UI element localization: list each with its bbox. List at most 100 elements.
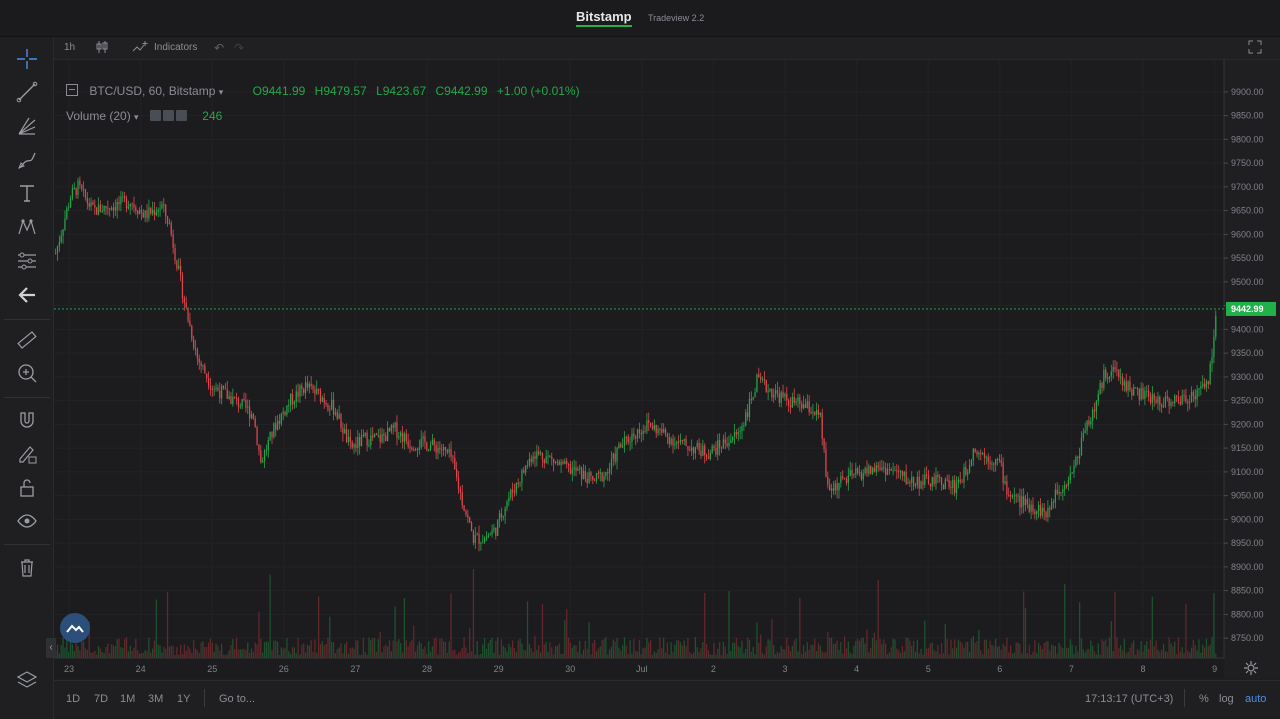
brand-title[interactable]: Bitstamp xyxy=(576,9,632,27)
candle-body xyxy=(1134,387,1137,389)
collapse-handle[interactable]: ‹ xyxy=(46,638,56,658)
pattern-icon[interactable] xyxy=(14,214,40,240)
volume-bar xyxy=(1125,653,1127,658)
volume-bar xyxy=(871,637,874,658)
volume-bar xyxy=(597,648,600,658)
chart-area[interactable]: 9900.00 9850.00 9800.00 9750.00 9700.00 9650.… xyxy=(46,60,1280,678)
candle-body xyxy=(142,212,144,218)
undo-icon[interactable]: ↶ xyxy=(214,41,225,55)
symbol-dropdown-icon[interactable]: ▾ xyxy=(218,87,224,97)
volume-bar xyxy=(1095,654,1098,658)
volume-bar xyxy=(993,646,995,658)
zoom-in-icon[interactable] xyxy=(14,360,40,386)
gann-fan-icon[interactable] xyxy=(14,113,40,139)
candle-body xyxy=(511,489,514,493)
candle-body xyxy=(590,472,592,477)
volume-bar xyxy=(668,654,670,658)
axis-settings-icon[interactable] xyxy=(1243,660,1259,676)
volume-dropdown-icon[interactable]: ▾ xyxy=(134,112,139,122)
volume-bar xyxy=(146,650,148,658)
candle-body xyxy=(1021,496,1023,508)
redo-icon[interactable]: ↷ xyxy=(234,41,245,55)
volume-bar xyxy=(92,652,94,658)
candle-body xyxy=(795,400,797,403)
settings-icon[interactable] xyxy=(162,110,174,121)
volume-bar xyxy=(961,642,963,658)
candle-body xyxy=(1211,357,1213,364)
candle-body xyxy=(1159,396,1161,405)
volume-bar xyxy=(892,638,894,658)
range-button-1y[interactable]: 1Y xyxy=(177,693,191,705)
close-icon[interactable] xyxy=(175,110,187,121)
candle-body xyxy=(360,434,363,447)
brush-icon[interactable] xyxy=(14,147,40,173)
volume-bar xyxy=(109,653,111,658)
candle-type-icon[interactable] xyxy=(95,40,109,57)
volume-bar xyxy=(746,637,749,658)
drawing-toolbar xyxy=(0,37,54,719)
volume-bar xyxy=(745,648,747,658)
candle-body xyxy=(1183,395,1185,397)
goto-button[interactable]: Go to... xyxy=(219,693,256,705)
candle-body xyxy=(802,404,805,409)
fullscreen-icon[interactable] xyxy=(1248,40,1262,57)
volume-bar xyxy=(60,644,62,658)
candle-body xyxy=(972,448,974,461)
layers-icon[interactable] xyxy=(14,667,40,693)
visibility-icon[interactable] xyxy=(149,110,161,121)
back-arrow-icon[interactable] xyxy=(14,282,40,308)
volume-bar xyxy=(1196,650,1198,658)
eye-icon[interactable] xyxy=(14,508,40,534)
legend-collapse-icon[interactable] xyxy=(66,84,78,96)
volume-bar xyxy=(217,645,219,658)
volume-bar xyxy=(1121,650,1124,658)
volume-bar xyxy=(842,653,844,658)
candle-body xyxy=(504,508,506,517)
volume-bar xyxy=(810,644,812,658)
volume-bar xyxy=(881,644,883,658)
range-button-3m[interactable]: 3M xyxy=(148,693,164,705)
volume-bar xyxy=(517,640,519,658)
interval-selector[interactable]: 1h xyxy=(64,42,76,53)
trend-line-icon[interactable] xyxy=(14,79,40,105)
magnet-icon[interactable] xyxy=(14,407,40,433)
candle-body xyxy=(422,436,424,439)
symbol-label[interactable]: BTC/USD, 60, Bitstamp xyxy=(89,84,216,98)
range-button-7d[interactable]: 7D xyxy=(94,693,109,705)
ruler-icon[interactable] xyxy=(14,327,40,353)
crosshair-icon[interactable] xyxy=(14,46,40,72)
candle-body xyxy=(1037,504,1040,512)
volume-bar xyxy=(899,652,902,658)
volume-bar xyxy=(525,650,527,658)
candle-body xyxy=(666,434,669,437)
volume-bar xyxy=(388,640,391,658)
volume-bar xyxy=(1077,651,1079,658)
candle-body xyxy=(1064,485,1066,490)
indicators-icon[interactable] xyxy=(132,40,148,57)
volume-bar xyxy=(68,652,70,658)
candle-body xyxy=(573,467,575,469)
percent-toggle[interactable]: % xyxy=(1199,693,1209,705)
candle-body xyxy=(1185,395,1187,402)
auto-toggle[interactable]: auto xyxy=(1245,693,1267,705)
candle-body xyxy=(353,444,355,448)
text-tool-icon[interactable] xyxy=(14,180,40,206)
price-chart[interactable]: 9900.00 9850.00 9800.00 9750.00 9700.00 9650.… xyxy=(54,60,1280,678)
volume-bar xyxy=(148,637,150,658)
candle-body xyxy=(254,418,256,427)
volume-label[interactable]: Volume (20) xyxy=(66,109,131,123)
unlock-icon[interactable] xyxy=(14,475,40,501)
candle-body xyxy=(155,212,157,215)
candle-body xyxy=(159,208,161,211)
range-button-1d[interactable]: 1D xyxy=(66,693,81,705)
indicators-button[interactable]: Indicators xyxy=(154,42,198,53)
volume-bar xyxy=(649,640,652,658)
range-button-1m[interactable]: 1M xyxy=(120,693,136,705)
lock-drawings-icon[interactable] xyxy=(14,441,40,467)
volume-bar xyxy=(340,643,342,658)
trash-icon[interactable] xyxy=(14,554,40,580)
prediction-icon[interactable] xyxy=(14,248,40,274)
candle-body xyxy=(644,431,646,433)
log-toggle[interactable]: log xyxy=(1219,693,1234,705)
candle-body xyxy=(640,433,642,435)
